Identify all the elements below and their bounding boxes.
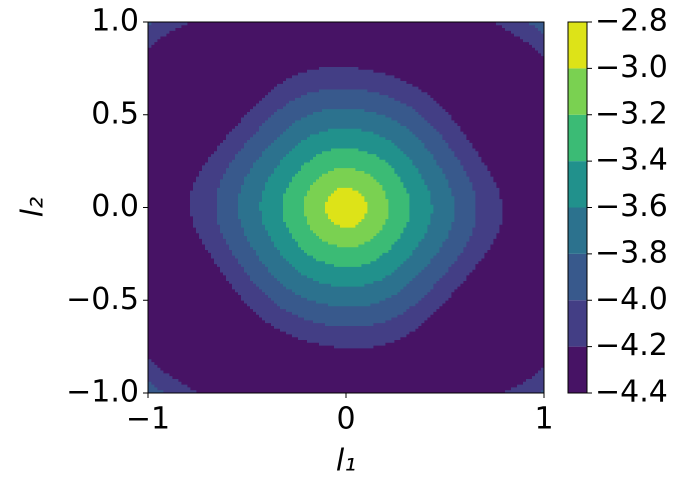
y-tick-label: −1.0 (66, 375, 139, 410)
y-tick-label: 0.5 (91, 96, 139, 131)
colorbar-tick-label: −3.6 (595, 189, 668, 224)
x-tick-label: 0 (336, 402, 355, 437)
contour-band (283, 148, 410, 267)
colorbar-band (568, 114, 587, 162)
colorbar-band (568, 300, 587, 347)
colorbar-tick-label: −3.0 (595, 50, 668, 85)
y-axis-label: l₂ (16, 197, 51, 217)
x-axis-label: l₁ (336, 444, 356, 479)
contour-band (148, 22, 545, 394)
colorbar-band (568, 346, 587, 393)
contour-band (304, 168, 389, 248)
y-tick-label: 0.0 (91, 189, 139, 224)
contour-band (148, 22, 545, 394)
colorbar-tick-label: −4.2 (595, 328, 668, 363)
colorbar-band (568, 22, 587, 69)
colorbar-tick-label: −4.4 (595, 375, 668, 410)
colorbar-tick-label: −4.0 (595, 282, 668, 317)
colorbar-tick-label: −3.8 (595, 235, 668, 270)
y-tick-label: −0.5 (66, 282, 139, 317)
colorbar-tick-label: −2.8 (595, 4, 668, 39)
colorbar-tick-label: −3.4 (595, 143, 668, 178)
colorbar-band (568, 161, 587, 208)
colorbar-tick-label: −3.2 (595, 96, 668, 131)
x-tick-label: 1 (534, 402, 553, 437)
x-tick-label: −1 (126, 402, 170, 437)
colorbar-band (568, 68, 587, 115)
colorbar-band (568, 253, 587, 301)
contour-band (325, 187, 368, 228)
y-tick-label: 1.0 (91, 4, 139, 39)
colorbar-band (568, 207, 587, 254)
